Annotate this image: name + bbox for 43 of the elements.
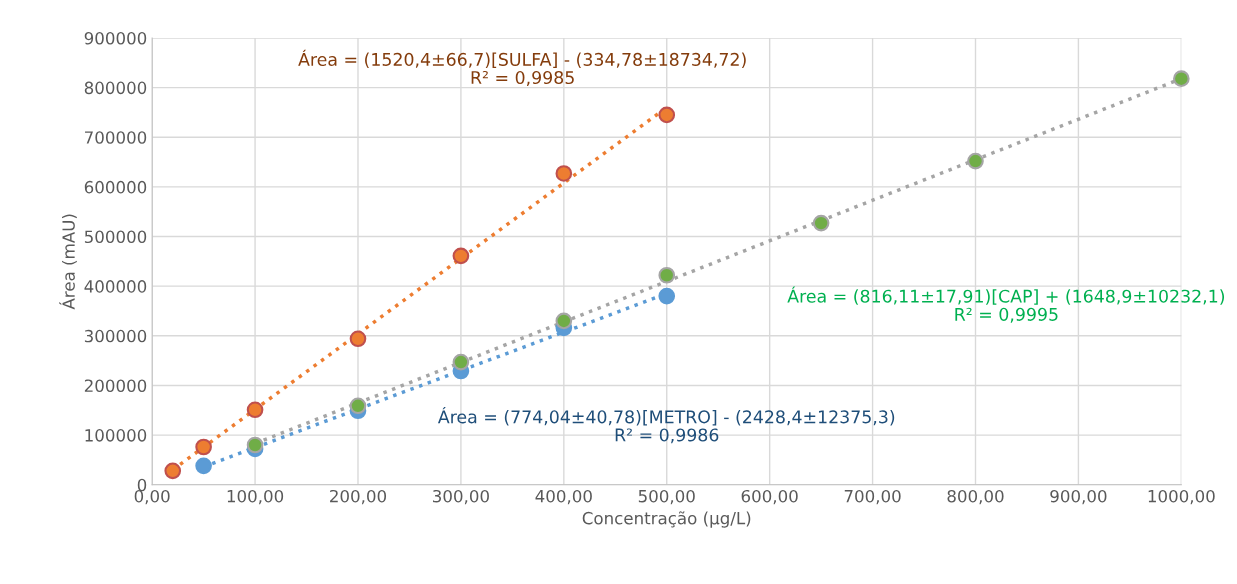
x-axis-title: Concentração (µg/L) bbox=[582, 511, 751, 528]
point bbox=[658, 106, 676, 124]
point bbox=[812, 214, 830, 232]
annotation: Área = (816,11±17,91)[CAP] + (1648,9±10232,1) R² = 0,9995 bbox=[787, 286, 1225, 323]
point bbox=[452, 247, 470, 265]
y-tick-label: 800000 bbox=[84, 81, 147, 95]
y-tick-label: 400000 bbox=[84, 280, 147, 293]
x-tick-label: 600,00 bbox=[741, 489, 798, 505]
y-tick-label: 100000 bbox=[85, 429, 147, 442]
x-tick-label: 300,00 bbox=[433, 489, 489, 505]
point bbox=[658, 266, 676, 284]
x-tick-label: 100,00 bbox=[227, 489, 284, 505]
point bbox=[967, 152, 984, 170]
y-tick-label: 700000 bbox=[85, 131, 147, 144]
point bbox=[349, 397, 367, 415]
y-tick-label: 500000 bbox=[84, 230, 147, 244]
y-tick-label: 0 bbox=[137, 478, 147, 492]
point bbox=[246, 401, 264, 419]
point bbox=[195, 438, 212, 456]
annotation: Área = (774,04±40,78)[METRO] - (2428,4±12375,3) R² = 0,9986 bbox=[437, 407, 895, 444]
x-tick-label: 500,00 bbox=[638, 489, 695, 505]
y-axis-title: Área (mAU) bbox=[59, 214, 77, 310]
point bbox=[246, 436, 264, 454]
point bbox=[555, 312, 573, 330]
x-tick-label: 900,00 bbox=[1050, 489, 1107, 505]
point bbox=[349, 330, 367, 348]
y-tick-label: 200000 bbox=[84, 379, 147, 393]
y-tick-label: 300000 bbox=[84, 329, 147, 343]
x-tick-label: 700,00 bbox=[844, 489, 901, 505]
y-tick-label: 900000 bbox=[84, 31, 147, 45]
annotation: Área = (1520,4±66,7)[SULFA] - (334,78±18734,72) R² = 0,9985 bbox=[298, 49, 746, 86]
point bbox=[658, 287, 676, 305]
x-tick-label: 1000,00 bbox=[1148, 489, 1215, 505]
point bbox=[555, 165, 573, 182]
point bbox=[195, 457, 212, 475]
point bbox=[1173, 70, 1190, 87]
x-tick-label: 400,00 bbox=[535, 489, 592, 505]
y-tick-label: 600000 bbox=[84, 180, 147, 194]
point bbox=[452, 353, 470, 371]
x-tick-label: 0,00 bbox=[134, 489, 170, 505]
x-tick-label: 800,00 bbox=[947, 489, 1004, 505]
point bbox=[164, 462, 182, 480]
x-tick-label: 200,00 bbox=[330, 489, 387, 505]
